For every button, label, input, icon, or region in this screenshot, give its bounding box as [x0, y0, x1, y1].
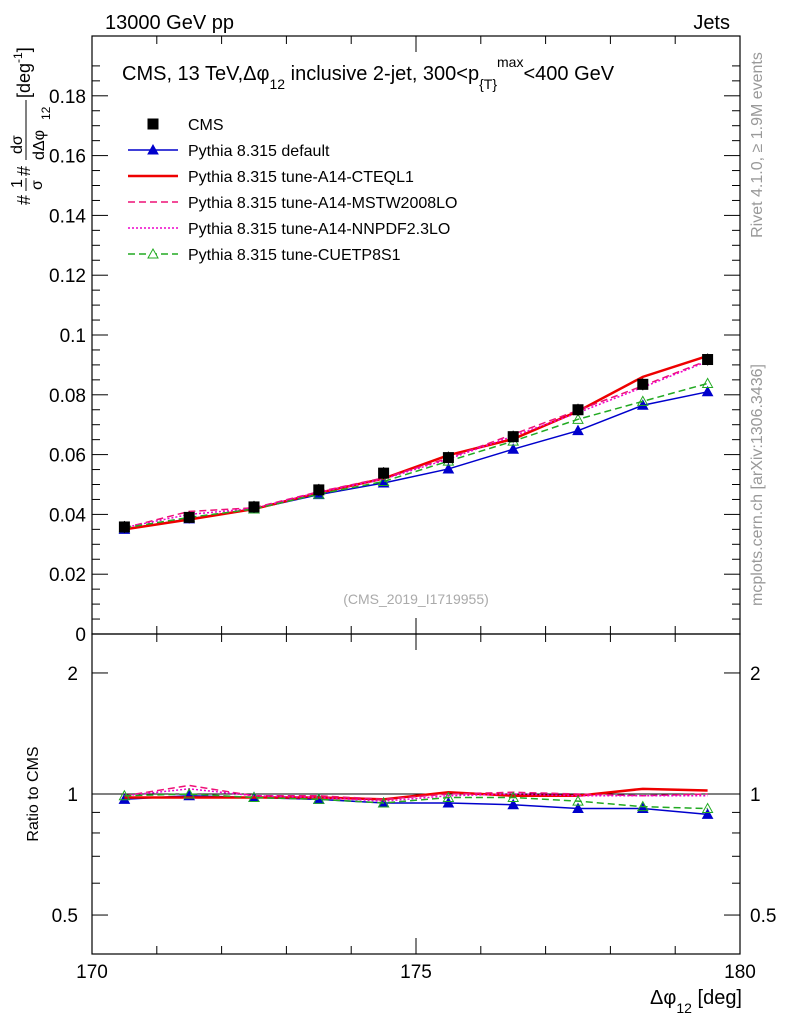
legend-marker-0 — [147, 143, 159, 155]
x-tick-label: 180 — [724, 962, 756, 983]
y-tick-label: 0.18 — [49, 87, 86, 108]
data-point — [702, 354, 714, 366]
ratio-line-2 — [124, 784, 708, 801]
ratio-tick-label-right: 0.5 — [750, 906, 776, 927]
svg-text:dσ: dσ — [9, 135, 26, 154]
ratio-marker-4 — [248, 791, 260, 803]
analysis-watermark: (CMS_2019_I1719955) — [343, 591, 489, 607]
legend-marker-4 — [147, 247, 159, 259]
y-tick-label: 0.02 — [49, 565, 86, 586]
ratio-y-axis: 0.5 0.5 1 1 2 2 — [52, 664, 777, 927]
svg-text:12: 12 — [39, 106, 53, 120]
ratio-marker-4 — [701, 802, 714, 814]
ratio-marker-0 — [701, 808, 714, 819]
svg-text:1: 1 — [9, 179, 26, 188]
data-point — [378, 467, 390, 479]
y-axis-label: # 1 σ # dσ dΔφ 12 [deg-1] — [9, 47, 53, 205]
series-line-1 — [124, 354, 708, 531]
rivet-label: Rivet 4.1.0, ≥ 1.9M events — [749, 52, 766, 238]
series-marker-0 — [507, 443, 520, 454]
series-line-4 — [124, 382, 708, 529]
data-point — [313, 484, 325, 496]
ratio-marker-4 — [572, 795, 584, 806]
ratio-marker-4 — [183, 787, 196, 799]
series-marker-0 — [636, 399, 649, 410]
data-point — [442, 452, 454, 464]
y-tick-label: 0.06 — [49, 446, 86, 467]
data-point — [572, 404, 584, 416]
ratio-marker-0 — [118, 793, 131, 804]
ratio-marker-4 — [118, 789, 131, 801]
ratio-marker-4 — [312, 793, 325, 804]
legend-label-4: Pythia 8.315 tune-CUETP8S1 — [188, 247, 401, 264]
ratio-marker-0 — [572, 802, 584, 814]
series-marker-0 — [442, 462, 455, 474]
series-marker-0 — [701, 385, 714, 397]
svg-text:[deg-1]: [deg-1] — [11, 47, 34, 98]
ratio-marker-4 — [507, 791, 520, 803]
ratio-y-axis-label: Ratio to CMS — [25, 746, 42, 841]
series-marker-4 — [572, 413, 584, 424]
svg-text:σ: σ — [29, 180, 46, 190]
ratio-series-group — [118, 784, 714, 819]
ratio-marker-0 — [442, 796, 455, 808]
ratio-marker-0 — [507, 798, 520, 810]
ratio-line-3 — [124, 788, 708, 802]
series-marker-4 — [701, 377, 714, 388]
svg-text:#: # — [14, 195, 34, 205]
y-tick-label: 0.1 — [60, 326, 86, 347]
ratio-line-4 — [124, 793, 708, 810]
series-marker-0 — [377, 476, 390, 488]
header-right: Jets — [693, 12, 730, 34]
data-point — [637, 378, 649, 390]
series-marker-4 — [636, 395, 649, 406]
ratio-line-1 — [124, 787, 708, 801]
y-tick-label: 0.14 — [49, 206, 86, 227]
x-axis: 170 175 180 — [76, 36, 756, 983]
x-axis-label: Δφ12 [deg] — [650, 987, 742, 1016]
y-tick-label: 0.12 — [49, 266, 86, 287]
series-line-2 — [124, 359, 708, 529]
y-tick-label: 0 — [75, 625, 86, 646]
main-series-group — [118, 353, 714, 534]
y-tick-label: 0.08 — [49, 386, 86, 407]
legend-marker-data — [147, 118, 159, 130]
data-point — [183, 511, 195, 523]
y-tick-label: 0.04 — [49, 505, 86, 526]
ratio-tick-label: 2 — [67, 664, 78, 685]
series-line-0 — [124, 391, 708, 531]
legend-label-2: Pythia 8.315 tune-A14-MSTW2008LO — [188, 195, 457, 212]
x-tick-label: 175 — [400, 962, 432, 983]
ratio-marker-4 — [377, 796, 390, 808]
ratio-marker-4 — [442, 791, 455, 803]
legend-label-1: Pythia 8.315 tune-A14-CTEQL1 — [188, 169, 414, 186]
legend-label-data: CMS — [188, 117, 224, 134]
series-marker-0 — [572, 424, 584, 436]
y-tick-label: 0.16 — [49, 147, 86, 168]
data-point — [248, 501, 260, 513]
ratio-tick-label: 0.5 — [52, 906, 78, 927]
main-y-axis: 0 0.02 0.04 0.06 0.08 0.1 0.12 0.14 0.16 0.18 — [49, 65, 740, 646]
svg-text:#: # — [14, 166, 34, 176]
legend: CMS Pythia 8.315 default Pythia 8.315 tune… — [128, 117, 457, 264]
chart-title: CMS, 13 TeV,Δφ12 inclusive 2-jet, 300<p{… — [122, 54, 615, 92]
header-left: 13000 GeV pp — [105, 12, 234, 34]
mcplots-label: mcplots.cern.ch [arXiv:1306.3436] — [749, 364, 766, 606]
series-line-3 — [124, 360, 708, 529]
ratio-tick-label: 1 — [67, 785, 78, 806]
data-point — [118, 521, 130, 533]
legend-label-3: Pythia 8.315 tune-A14-NNPDF2.3LO — [188, 221, 450, 238]
data-point — [507, 431, 519, 443]
x-tick-label: 170 — [76, 962, 108, 983]
svg-text:dΔφ: dΔφ — [31, 130, 48, 160]
ratio-tick-label-right: 1 — [750, 785, 761, 806]
ratio-tick-label-right: 2 — [750, 664, 761, 685]
legend-label-0: Pythia 8.315 default — [188, 143, 330, 160]
ratio-marker-4 — [636, 800, 649, 812]
series-marker-4 — [377, 475, 390, 487]
